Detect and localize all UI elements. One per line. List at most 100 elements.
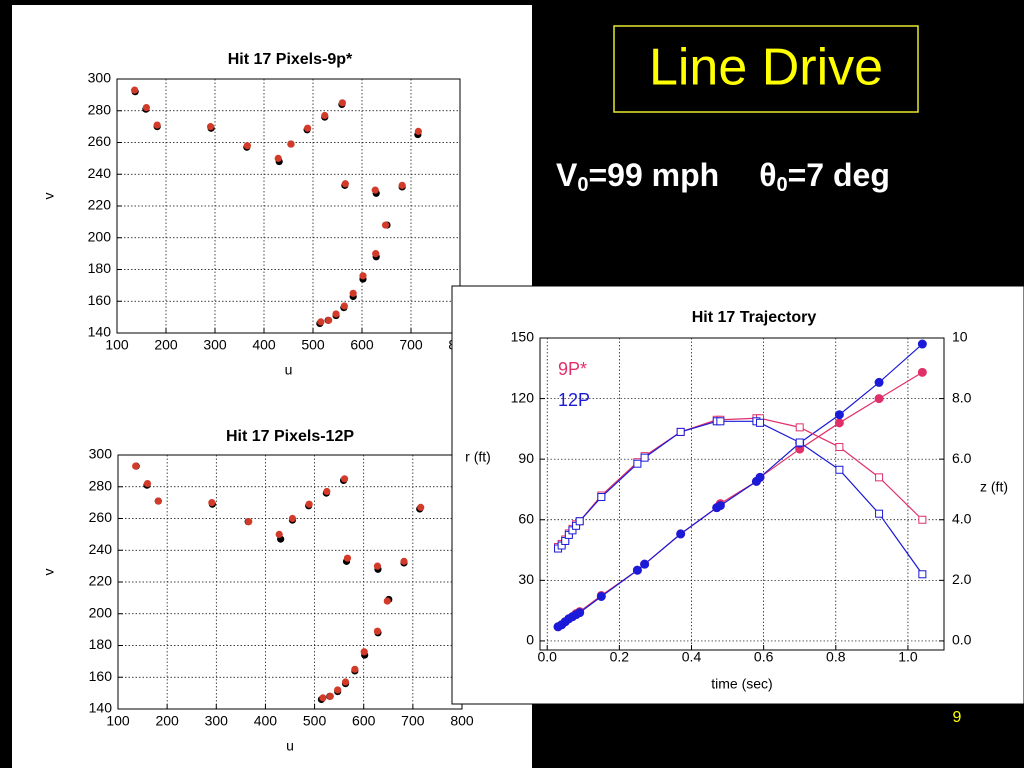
marker [575,608,585,618]
x-tick-label: 0.0 [537,649,557,665]
x-tick-label: 500 [303,713,327,729]
point [208,499,216,507]
y-tick-label: 300 [88,70,112,86]
x-axis-label: u [285,362,293,378]
y-tick-label: 300 [89,446,113,462]
point [360,648,368,656]
subtitle-part: 0 [577,174,588,196]
point [334,686,342,694]
point [383,597,391,605]
point [373,562,382,570]
point [326,692,334,700]
subtitle: V0=99 mph θ0=7 deg [556,157,890,196]
y-tick-label: 160 [88,292,112,308]
point [153,121,161,129]
legend-entry: 12P [558,390,590,410]
point [288,514,297,523]
point [325,316,333,324]
y-tick-label: 220 [89,573,113,589]
point [372,250,380,258]
right-panel: Hit 17 Trajectory 0.0 0.2 0.4 0.6 0.8 1.0 0 30 60… [451,285,1024,705]
point [319,694,327,702]
marker [918,515,927,524]
legend-entry: 9P* [558,359,587,379]
subtitle-part: θ [759,157,776,193]
y2-tick-label: 8.0 [952,389,972,405]
y-tick-label: 140 [88,324,112,340]
point [243,142,251,150]
x-tick-label: 600 [350,337,374,353]
chart-title: Hit 17 Pixels-12P [226,428,354,445]
point [304,124,312,132]
panel [451,285,1024,705]
point [351,665,359,673]
marker [874,394,884,404]
marker [795,438,804,447]
marker [640,559,650,569]
x-tick-label: 400 [254,713,278,729]
x-tick-label: 700 [401,713,425,729]
subtitle-part: 0 [776,174,787,196]
y-tick-label: 180 [89,636,113,652]
marker [875,473,884,482]
y-tick-label: 200 [88,228,112,244]
y-tick-label: 150 [511,329,535,345]
point [338,99,346,107]
point [373,627,382,635]
marker [640,453,649,462]
point [275,530,283,538]
marker [834,418,844,428]
point [131,86,139,94]
y2-tick-label: 10 [952,329,968,345]
marker [917,367,927,377]
slide-title: Line Drive [649,39,883,97]
point [132,462,140,470]
x-tick-label: 200 [154,337,178,353]
point [341,678,350,686]
marker [755,472,765,482]
x-tick-label: 0.6 [754,649,774,665]
marker [834,410,844,420]
marker [918,570,927,579]
y2-tick-label: 2.0 [952,571,972,587]
point [143,479,152,488]
y2-tick-label: 4.0 [952,510,972,526]
x-tick-label: 500 [301,337,325,353]
x-tick-label: 800 [450,713,474,729]
x-tick-label: 300 [205,713,229,729]
chart-title: Hit 17 Pixels-9p* [228,51,353,68]
y-tick-label: 260 [89,509,113,525]
point [274,154,282,162]
y-tick-label: 220 [88,197,112,213]
point [417,503,425,511]
subtitle-part: =99 mph [588,157,719,193]
marker [575,517,584,526]
y-tick-label: 60 [518,510,534,526]
point [341,180,349,188]
marker [716,417,725,426]
marker [632,565,642,575]
marker [633,459,642,468]
x-tick-label: 200 [155,713,179,729]
point [340,475,349,483]
y-tick-label: 180 [88,260,112,276]
plot-frame [539,337,945,651]
x-tick-label: 400 [252,337,276,353]
x-tick-label: 600 [352,713,376,729]
chart-title: Hit 17 Trajectory [692,309,817,326]
page-number: 9 [953,709,962,726]
point [305,500,313,508]
x-tick-label: 100 [106,713,130,729]
point [381,221,390,229]
point [206,123,215,131]
y2-tick-label: 6.0 [952,450,972,466]
point [349,289,357,297]
marker [835,443,844,452]
y-tick-label: 280 [88,101,112,117]
y-tick-label: 120 [511,389,535,405]
marker [756,418,765,427]
point [321,111,329,120]
marker [835,465,844,474]
y-axis-label: v [41,193,57,200]
